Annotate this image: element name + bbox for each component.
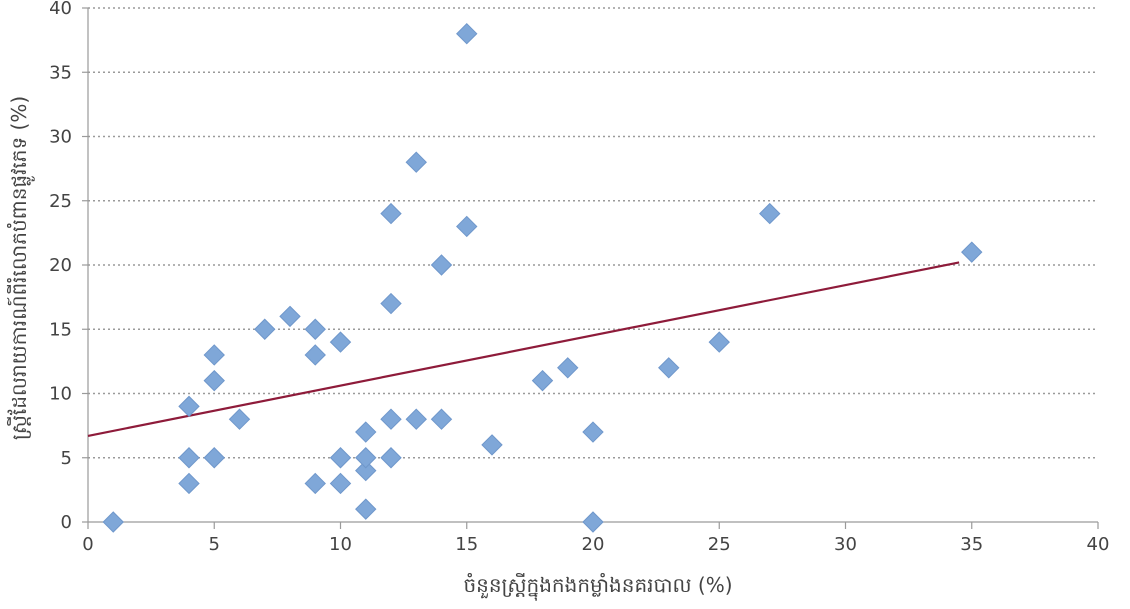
trendline-layer <box>87 261 960 437</box>
data-point-33 <box>582 511 604 533</box>
y-tick-label-0: 0 <box>61 512 72 533</box>
data-point-29 <box>456 22 478 45</box>
x-tick-label-40: 40 <box>1087 534 1110 555</box>
y-tick-label-5: 5 <box>61 448 72 469</box>
data-point-38 <box>961 241 983 263</box>
y-tick-label-30: 30 <box>49 127 72 148</box>
data-point-32 <box>557 357 579 379</box>
data-point-36 <box>708 331 730 353</box>
data-point-4 <box>203 447 225 469</box>
data-point-8 <box>254 318 276 340</box>
axes <box>82 7 1099 529</box>
y-tick-label-10: 10 <box>49 384 72 405</box>
data-point-19 <box>355 421 377 443</box>
data-point-16 <box>355 498 377 520</box>
data-point-31 <box>531 369 554 392</box>
data-point-35 <box>658 357 680 379</box>
x-tick-label-35: 35 <box>960 534 983 555</box>
data-point-24 <box>405 408 427 430</box>
y-tick-label-20: 20 <box>49 255 72 276</box>
data-point-22 <box>380 292 402 315</box>
data-point-11 <box>304 344 326 366</box>
data-point-1 <box>178 472 200 495</box>
gridlines <box>88 7 1098 459</box>
data-point-14 <box>329 447 352 469</box>
data-point-30 <box>481 434 503 456</box>
x-tick-label-25: 25 <box>708 534 731 555</box>
data-point-0 <box>102 511 124 533</box>
data-point-25 <box>405 151 427 173</box>
data-point-3 <box>178 395 200 418</box>
data-point-12 <box>304 318 326 340</box>
data-point-13 <box>329 472 352 495</box>
data-point-34 <box>582 421 604 443</box>
trendline <box>87 261 960 437</box>
x-tick-label-30: 30 <box>834 534 857 555</box>
x-tick-label-15: 15 <box>455 534 478 555</box>
data-point-17 <box>355 459 377 482</box>
data-point-10 <box>304 472 326 495</box>
y-tick-label-25: 25 <box>49 191 72 212</box>
x-tick-label-20: 20 <box>582 534 605 555</box>
data-point-23 <box>380 202 402 225</box>
data-point-15 <box>329 331 352 353</box>
data-point-28 <box>456 215 478 238</box>
data-point-26 <box>430 408 453 430</box>
data-point-37 <box>759 202 781 225</box>
x-tick-label-5: 5 <box>209 534 220 555</box>
data-point-6 <box>203 344 225 366</box>
data-point-5 <box>203 369 225 392</box>
x-axis-title: ចំនួនស្ត្រីក្នុងកងកម្លាំងនគរបាល (%) <box>463 572 732 601</box>
data-points <box>102 22 983 533</box>
data-point-20 <box>380 447 402 469</box>
y-axis-title: ស្ត្រីដែលរាយការណ៍ពីរំលោភបំពានផ្លូវភេទ (%… <box>6 96 35 440</box>
data-point-9 <box>279 305 301 328</box>
y-tick-label-35: 35 <box>49 62 72 83</box>
tick-labels: 0 5 10 15 20 25 30 35 40 0 5 10 15 20 25 30 35 40 <box>49 0 1109 555</box>
x-tick-label-10: 10 <box>329 534 352 555</box>
x-tick-label-0: 0 <box>82 534 93 555</box>
data-point-27 <box>430 254 453 276</box>
y-tick-label-15: 15 <box>49 319 72 340</box>
y-tick-label-40: 40 <box>49 0 72 19</box>
data-point-21 <box>380 408 402 430</box>
data-point-18 <box>355 447 377 469</box>
data-point-2 <box>178 447 200 469</box>
data-point-7 <box>228 408 251 430</box>
